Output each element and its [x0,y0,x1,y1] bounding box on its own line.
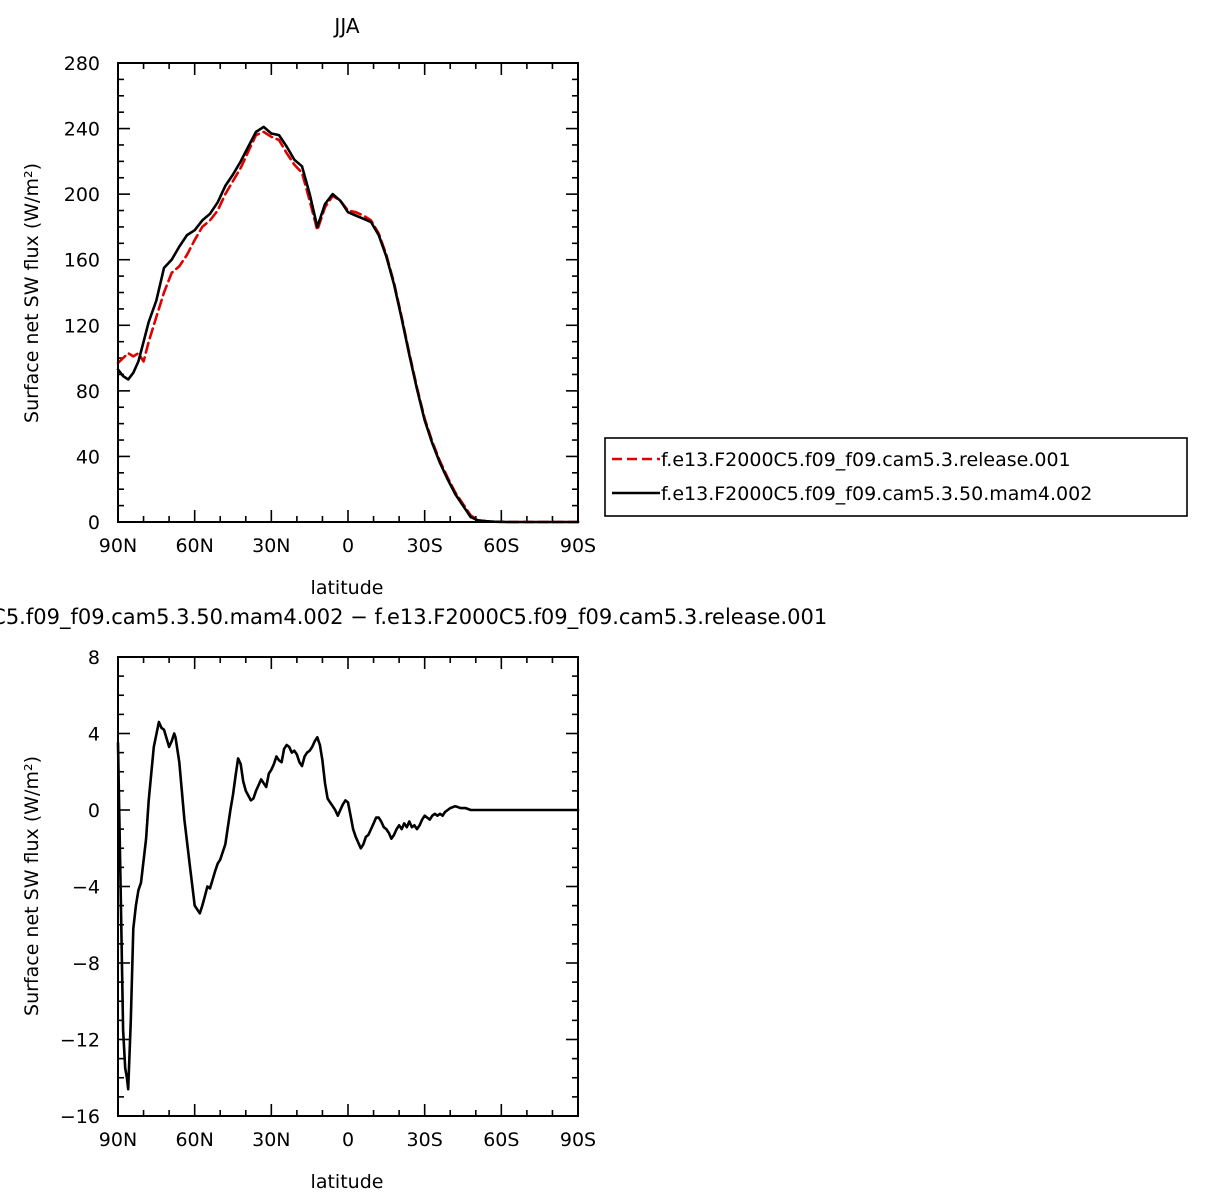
legend: f.e13.F2000C5.f09_f09.cam5.3.release.001… [604,437,1188,517]
top-xtick-label: 30S [407,535,443,557]
top-ytick-label: 240 [64,119,100,141]
bottom-ytick-label: −8 [72,953,100,975]
top-plot-frame [117,62,579,523]
bottom-plot-frame [117,656,579,1117]
bottom-title: f.e13.F2000C5.f09_f09.cam5.3.50.mam4.002… [0,605,827,630]
top-ytick-label: 280 [64,53,100,75]
bottom-ytick-label: 4 [88,724,100,746]
top-xtick-label: 0 [342,535,354,557]
top-ytick-label: 80 [76,381,100,403]
legend-box [604,437,1188,517]
bottom-xtick-label: 30N [252,1129,290,1151]
bottom-ytick-label: −4 [72,877,100,899]
bottom-xtick-label: 60N [175,1129,213,1151]
bottom-axis-ticks: 90N 60N 30N 0 30S 60S 90S −16 −12 −8 −4 0 4 8 [60,647,596,1151]
bottom-ytick-label: −16 [60,1106,100,1128]
top-ylabel: Surface net SW flux (W/m²) [21,163,43,423]
top-xtick-label: 90S [560,535,596,557]
bottom-xtick-label: 90N [99,1129,137,1151]
top-panel: JJA Surface net SW flux (W/m²) latitude … [21,14,596,599]
top-xtick-label: 60S [483,535,519,557]
bottom-series-line-0 [116,720,580,1091]
bottom-ytick-label: −12 [60,1030,100,1052]
top-ytick-label: 160 [64,250,100,272]
bottom-ytick-label: 0 [88,800,100,822]
bottom-ylabel: Surface net SW flux (W/m²) [21,756,43,1016]
top-title: JJA [332,14,359,38]
top-ytick-label: 200 [64,184,100,206]
top-series [116,125,580,524]
legend-label-release: f.e13.F2000C5.f09_f09.cam5.3.release.001 [661,449,1071,471]
top-ytick-label: 0 [88,512,100,534]
top-series-line-0 [116,130,580,524]
bottom-series [116,720,580,1091]
top-axis-ticks: 90N 60N 30N 0 30S 60S 90S 0 40 80 120 160 200 240 280 [64,53,596,557]
top-xtick-label: 90N [99,535,137,557]
top-xtick-label: 60N [175,535,213,557]
top-xtick-label: 30N [252,535,290,557]
top-xlabel: latitude [311,577,384,599]
bottom-xlabel: latitude [311,1171,384,1193]
bottom-ytick-label: 8 [88,647,100,669]
bottom-xtick-label: 30S [407,1129,443,1151]
bottom-xtick-label: 0 [342,1129,354,1151]
bottom-xtick-label: 90S [560,1129,596,1151]
top-ytick-label: 40 [76,446,100,468]
top-ytick-label: 120 [64,315,100,337]
top-series-line-1 [116,125,580,524]
bottom-panel: f.e13.F2000C5.f09_f09.cam5.3.50.mam4.002… [0,605,827,1193]
legend-label-mam4: f.e13.F2000C5.f09_f09.cam5.3.50.mam4.002 [661,483,1092,505]
bottom-xtick-label: 60S [483,1129,519,1151]
